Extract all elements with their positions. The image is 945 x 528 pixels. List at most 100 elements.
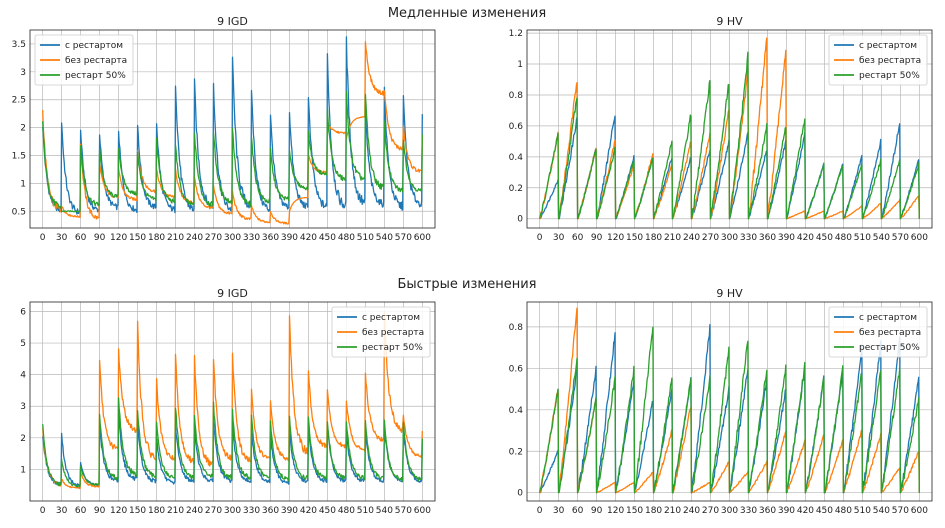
x-tick-label: 270 [205, 506, 222, 516]
x-tick-label: 300 [224, 506, 241, 516]
x-tick-label: 270 [702, 233, 719, 243]
legend-label: без рестарта [859, 328, 921, 338]
y-tick-label: 0.4 [509, 153, 524, 163]
legend-label: с рестартом [65, 41, 123, 51]
x-tick-label: 90 [94, 233, 106, 243]
x-tick-label: 0 [40, 506, 46, 516]
x-tick-label: 240 [186, 233, 203, 243]
x-tick-label: 60 [75, 233, 87, 243]
x-tick-label: 210 [167, 233, 184, 243]
x-tick-label: 210 [664, 233, 681, 243]
legend-label: рестарт 50% [859, 343, 920, 353]
y-tick-label: 0.6 [509, 122, 524, 132]
y-tick-label: 4 [20, 371, 26, 381]
x-tick-label: 480 [338, 233, 355, 243]
x-tick-label: 600 [414, 233, 431, 243]
series-line-2 [539, 51, 920, 220]
x-tick-label: 540 [873, 506, 890, 516]
x-tick-label: 510 [854, 233, 871, 243]
x-tick-label: 210 [167, 506, 184, 516]
x-tick-label: 120 [110, 506, 127, 516]
y-tick-label: 0.8 [509, 323, 524, 333]
bottom-section-title: Быстрые изменения [398, 277, 537, 292]
x-tick-label: 180 [148, 506, 165, 516]
y-tick-label: 0.2 [509, 447, 523, 457]
legend-label: с рестартом [859, 41, 917, 51]
legend-box [828, 306, 928, 358]
x-tick-label: 60 [75, 506, 87, 516]
y-tick-label: 5 [20, 339, 26, 349]
x-tick-label: 600 [911, 506, 928, 516]
x-tick-label: 450 [319, 233, 336, 243]
x-tick-label: 390 [778, 233, 795, 243]
x-tick-label: 150 [129, 233, 146, 243]
x-tick-label: 510 [854, 506, 871, 516]
y-tick-label: 1.5 [12, 151, 26, 161]
x-tick-label: 150 [626, 506, 643, 516]
x-tick-label: 300 [224, 233, 241, 243]
y-tick-label: 0 [517, 489, 523, 499]
x-tick-label: 90 [591, 233, 603, 243]
x-tick-label: 540 [376, 233, 393, 243]
x-tick-label: 600 [414, 506, 431, 516]
legend-label: рестарт 50% [859, 71, 920, 81]
x-tick-label: 270 [205, 233, 222, 243]
plot-frame [526, 301, 933, 502]
x-tick-label: 300 [721, 506, 738, 516]
x-tick-label: 120 [607, 506, 624, 516]
x-tick-label: 570 [892, 233, 909, 243]
x-tick-label: 150 [129, 506, 146, 516]
legend: с рестартом без рестарта рестарт 50% [828, 306, 928, 358]
chart-slow_hv: 9 HV 0 30 60 90 120 150 180 210 240 270 300 330 360 39… [509, 15, 933, 243]
x-tick-label: 90 [94, 506, 106, 516]
x-tick-label: 360 [262, 506, 279, 516]
x-tick-label: 330 [243, 233, 260, 243]
x-tick-label: 390 [281, 233, 298, 243]
x-tick-label: 570 [892, 506, 909, 516]
legend-box [34, 34, 134, 86]
x-tick-label: 420 [797, 233, 814, 243]
legend-label: с рестартом [859, 313, 917, 323]
x-tick-label: 270 [702, 506, 719, 516]
legend-label: с рестартом [362, 313, 420, 323]
x-tick-label: 30 [553, 233, 565, 243]
x-tick-label: 60 [572, 233, 584, 243]
y-tick-label: 1 [517, 60, 523, 70]
legend-label: без рестарта [362, 328, 424, 338]
x-tick-label: 30 [56, 233, 68, 243]
y-tick-label: 1 [20, 179, 26, 189]
x-tick-label: 420 [797, 506, 814, 516]
series-line-2 [42, 90, 423, 213]
y-tick-label: 6 [20, 307, 26, 317]
x-tick-label: 120 [607, 233, 624, 243]
y-tick-label: 3.5 [12, 40, 26, 50]
x-tick-label: 150 [626, 233, 643, 243]
x-tick-label: 0 [537, 506, 543, 516]
x-tick-label: 60 [572, 506, 584, 516]
plot-frame [29, 29, 436, 229]
y-tick-label: 0.2 [509, 184, 523, 194]
legend-label: без рестарта [65, 56, 127, 66]
legend: с рестартом без рестарта рестарт 50% [828, 34, 928, 86]
x-tick-label: 330 [740, 233, 757, 243]
y-tick-label: 2 [20, 124, 26, 134]
y-tick-label: 0.5 [12, 207, 26, 217]
top-section-title: Медленные изменения [388, 6, 546, 21]
y-tick-label: 0.6 [509, 364, 524, 374]
x-tick-label: 240 [186, 506, 203, 516]
x-tick-label: 390 [778, 506, 795, 516]
y-tick-label: 3 [20, 68, 26, 78]
plot-frame [29, 301, 436, 502]
legend: с рестартом без рестарта рестарт 50% [331, 306, 431, 358]
chart-title: 9 IGD [217, 287, 248, 300]
x-tick-label: 330 [243, 506, 260, 516]
y-tick-label: 0 [517, 215, 523, 225]
x-tick-label: 330 [740, 506, 757, 516]
legend-label: без рестарта [859, 56, 921, 66]
x-tick-label: 480 [338, 506, 355, 516]
chart-title: 9 IGD [217, 15, 248, 28]
